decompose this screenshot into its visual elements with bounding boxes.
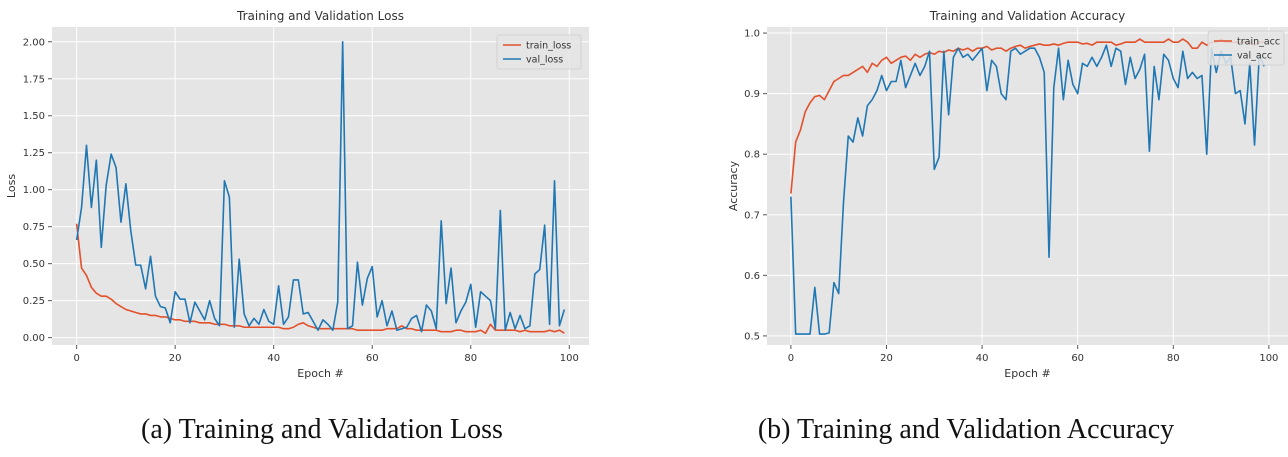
x-tick-label: 40 bbox=[976, 353, 989, 364]
y-tick-label: 0.00 bbox=[23, 333, 45, 344]
series-line-val_acc bbox=[790, 44, 1265, 335]
x-tick-label: 80 bbox=[1167, 353, 1180, 364]
y-tick-label: 1.50 bbox=[23, 111, 45, 122]
loss-chart: 0 20 40 60 80 100 0.00 0.25 0.50 0.75 1.00 1.25 1.50… bbox=[5, 9, 589, 380]
x-tick-label: 80 bbox=[464, 353, 477, 364]
legend: train_loss val_loss bbox=[496, 34, 582, 70]
caption-accuracy: (b) Training and Validation Accuracy bbox=[757, 414, 1175, 445]
y-axis-label: Loss bbox=[5, 174, 18, 198]
x-tick-label: 0 bbox=[73, 353, 79, 364]
y-tick-label: 0.9 bbox=[744, 89, 760, 100]
accuracy-chart: 0 20 40 60 80 100 0.5 0.6 0.7 0.8 0.9 1.0 Training a… bbox=[727, 9, 1288, 380]
y-tick-label: 2.00 bbox=[23, 37, 45, 48]
legend-box bbox=[496, 34, 582, 70]
y-axis-label: Accuracy bbox=[727, 160, 740, 211]
series-line-train_acc bbox=[790, 38, 1265, 194]
legend-label-train_acc: train_acc bbox=[1237, 37, 1280, 48]
chart-title: Training and Validation Loss bbox=[236, 9, 404, 23]
legend-label-train_loss: train_loss bbox=[526, 41, 571, 52]
x-axis-label: Epoch # bbox=[297, 367, 343, 380]
x-tick-label: 60 bbox=[366, 353, 379, 364]
x-tick-label: 40 bbox=[267, 353, 280, 364]
series-line-val_loss bbox=[75, 40, 566, 333]
y-tick-label: 1.00 bbox=[23, 185, 45, 196]
y-tick-label: 1.25 bbox=[23, 148, 45, 159]
y-tick-label: 1.0 bbox=[744, 29, 760, 40]
accuracy-chart-panel: 0 20 40 60 80 100 0.5 0.6 0.7 0.8 0.9 1.0 Training a… bbox=[644, 0, 1288, 457]
legend-box bbox=[1207, 30, 1285, 66]
y-tick-label: 0.50 bbox=[23, 259, 45, 270]
plot-area bbox=[767, 27, 1288, 345]
legend: train_acc val_acc bbox=[1207, 30, 1285, 66]
y-tick-label: 0.8 bbox=[744, 150, 760, 161]
y-tick-label: 0.5 bbox=[744, 331, 760, 342]
y-tick-label: 0.7 bbox=[744, 210, 760, 221]
x-axis-label: Epoch # bbox=[1004, 367, 1050, 380]
legend-label-val_loss: val_loss bbox=[526, 55, 563, 66]
x-tick-label: 60 bbox=[1071, 353, 1084, 364]
x-tick-label: 0 bbox=[788, 353, 794, 364]
chart-title: Training and Validation Accuracy bbox=[929, 9, 1125, 23]
x-tick-label: 20 bbox=[169, 353, 182, 364]
x-tick-label: 100 bbox=[1259, 353, 1278, 364]
series-line-train_loss bbox=[75, 223, 565, 334]
y-tick-label: 1.75 bbox=[23, 74, 45, 85]
loss-chart-panel: 0 20 40 60 80 100 0.00 0.25 0.50 0.75 1.00 1.25 1.50… bbox=[5, 9, 589, 380]
plot-area bbox=[52, 27, 589, 345]
x-tick-label: 100 bbox=[560, 353, 579, 364]
y-tick-label: 0.25 bbox=[23, 296, 45, 307]
x-tick-label: 20 bbox=[880, 353, 893, 364]
caption-loss: (a) Training and Validation Loss bbox=[141, 414, 503, 445]
legend-label-val_acc: val_acc bbox=[1237, 51, 1272, 62]
y-tick-label: 0.75 bbox=[23, 222, 45, 233]
y-tick-label: 0.6 bbox=[744, 271, 760, 282]
